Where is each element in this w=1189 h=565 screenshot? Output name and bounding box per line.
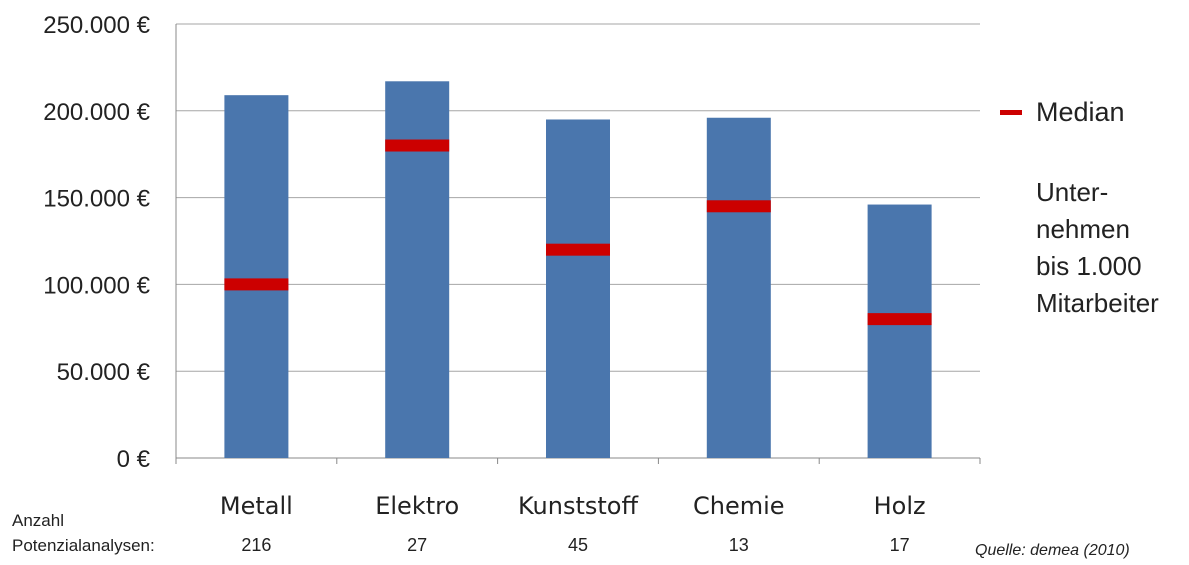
median-marker — [867, 313, 932, 326]
scope-note: Unter- nehmen bis 1.000 Mitarbeiter — [1036, 177, 1159, 318]
count-values: 216 27 45 13 17 — [0, 535, 1189, 561]
count-value: 216 — [241, 535, 272, 555]
median-marker — [224, 278, 289, 291]
bar — [867, 204, 932, 458]
x-tick-label: Elektro — [375, 492, 459, 520]
median-swatch — [1000, 109, 1022, 115]
bar — [224, 95, 289, 459]
count-value: 17 — [889, 535, 910, 555]
x-tick-label: Chemie — [693, 492, 785, 520]
median-marker — [385, 139, 450, 152]
median-marker — [546, 243, 610, 256]
bar — [706, 117, 771, 458]
source-note: Quelle: demea (2010) — [975, 542, 1130, 559]
legend-item-median: Median — [1000, 92, 1185, 132]
x-tick-label: Holz — [874, 492, 926, 520]
y-tick-label: 250.000 € — [43, 12, 150, 39]
count-value: 13 — [728, 535, 749, 555]
legend: Median — [1000, 92, 1185, 132]
y-tick-label: 200.000 € — [43, 99, 150, 126]
x-tick-label: Metall — [220, 492, 293, 520]
x-tick-label: Kunststoff — [518, 492, 638, 520]
count-value: 45 — [567, 535, 589, 555]
y-tick-label: 0 € — [117, 446, 151, 473]
count-value: 27 — [407, 535, 428, 555]
y-tick-label: 100.000 € — [43, 272, 150, 299]
count-row-label: Anzahl Potenzialanalysen: — [12, 511, 155, 555]
median-marker — [706, 200, 771, 213]
y-tick-label: 150.000 € — [43, 186, 150, 213]
y-tick-label: 50.000 € — [57, 359, 151, 386]
legend-label-median: Median — [1036, 96, 1125, 127]
bar — [385, 81, 450, 459]
bar — [546, 119, 610, 458]
